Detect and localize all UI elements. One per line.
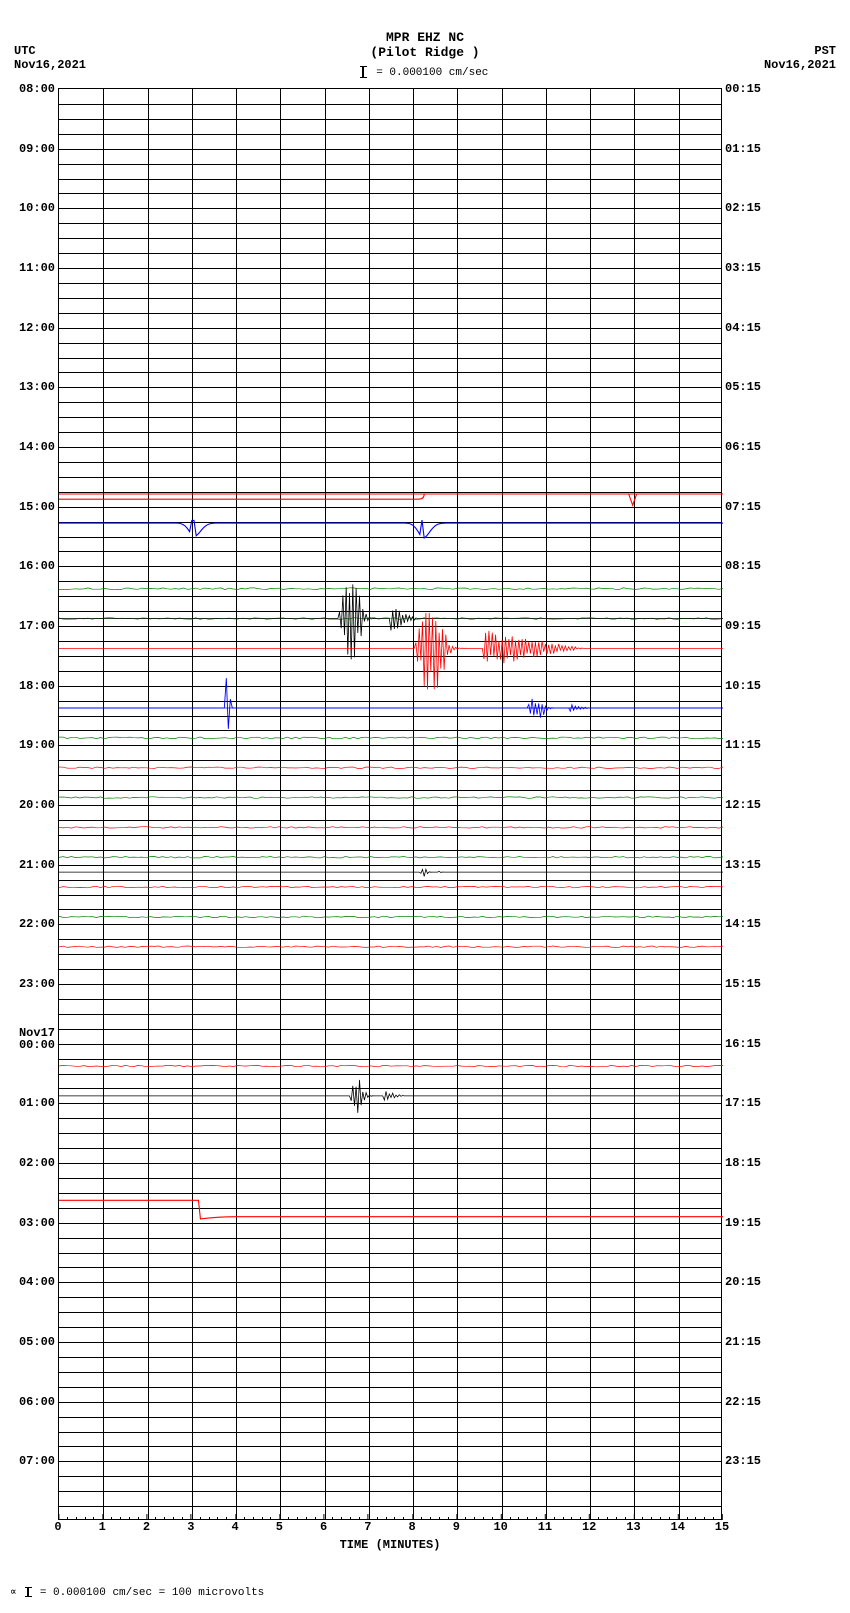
y-label-right: 21:15 — [725, 1335, 761, 1349]
chart-header: MPR EHZ NC (Pilot Ridge ) — [0, 30, 850, 60]
footer-text: = 0.000100 cm/sec = 100 microvolts — [40, 1587, 264, 1599]
y-label-right: 15:15 — [725, 977, 761, 991]
timezone-left: UTC Nov16,2021 — [14, 44, 86, 72]
y-label-right: 14:15 — [725, 917, 761, 931]
x-tick: 8 — [409, 1520, 416, 1534]
y-label-right: 01:15 — [725, 142, 761, 156]
station-id: MPR EHZ NC — [0, 30, 850, 45]
x-tick: 9 — [453, 1520, 460, 1534]
y-label-right: 17:15 — [725, 1096, 761, 1110]
x-axis: TIME (MINUTES) 0123456789101112131415 — [58, 1520, 722, 1560]
timezone-right: PST Nov16,2021 — [764, 44, 836, 72]
y-label-left: 09:00 — [19, 142, 55, 156]
x-tick: 6 — [320, 1520, 327, 1534]
x-tick: 2 — [143, 1520, 150, 1534]
y-label-right: 05:15 — [725, 380, 761, 394]
y-label-left: 08:00 — [19, 82, 55, 96]
y-label-left: 11:00 — [19, 261, 55, 275]
x-tick: 12 — [582, 1520, 596, 1534]
scale-bar-icon — [362, 66, 364, 78]
x-tick: 10 — [493, 1520, 507, 1534]
y-label-right: 04:15 — [725, 321, 761, 335]
y-label-right: 20:15 — [725, 1275, 761, 1289]
y-label-right: 09:15 — [725, 619, 761, 633]
y-label-left: 10:00 — [19, 201, 55, 215]
y-label-left: 15:00 — [19, 500, 55, 514]
footer-prefix: ∝ — [10, 1587, 17, 1599]
y-label-left: 19:00 — [19, 738, 55, 752]
x-tick: 4 — [231, 1520, 238, 1534]
y-label-right: 23:15 — [725, 1454, 761, 1468]
y-label-left: 23:00 — [19, 977, 55, 991]
y-label-right: 22:15 — [725, 1395, 761, 1409]
x-tick: 0 — [54, 1520, 61, 1534]
x-tick: 11 — [538, 1520, 552, 1534]
x-tick: 5 — [276, 1520, 283, 1534]
y-label-right: 00:15 — [725, 82, 761, 96]
y-label-left: 13:00 — [19, 380, 55, 394]
tz-left-label: UTC — [14, 44, 86, 58]
helicorder-plot: 08:0009:0010:0011:0012:0013:0014:0015:00… — [58, 88, 722, 1520]
y-label-left: 18:00 — [19, 679, 55, 693]
y-label-left: 12:00 — [19, 321, 55, 335]
x-tick: 1 — [99, 1520, 106, 1534]
x-axis-title: TIME (MINUTES) — [58, 1538, 722, 1552]
y-label-left: 21:00 — [19, 858, 55, 872]
y-label-right: 03:15 — [725, 261, 761, 275]
y-label-left: 05:00 — [19, 1335, 55, 1349]
x-tick: 7 — [364, 1520, 371, 1534]
y-label-left: 04:00 — [19, 1275, 55, 1289]
seismic-traces — [59, 89, 721, 1519]
y-label-right: 02:15 — [725, 201, 761, 215]
y-label-left: 14:00 — [19, 440, 55, 454]
y-label-left: 07:00 — [19, 1454, 55, 1468]
x-tick: 13 — [626, 1520, 640, 1534]
y-label-left: 20:00 — [19, 798, 55, 812]
y-label-right: 11:15 — [725, 738, 761, 752]
tz-left-date: Nov16,2021 — [14, 58, 86, 72]
y-label-left: 16:00 — [19, 559, 55, 573]
x-tick: 3 — [187, 1520, 194, 1534]
y-label-left: 17:00 — [19, 619, 55, 633]
y-label-left: 01:00 — [19, 1096, 55, 1110]
y-label-left: Nov1700:00 — [19, 1027, 55, 1051]
y-label-right: 18:15 — [725, 1156, 761, 1170]
y-label-left: 03:00 — [19, 1216, 55, 1230]
y-label-right: 10:15 — [725, 679, 761, 693]
y-label-right: 06:15 — [725, 440, 761, 454]
y-label-right: 19:15 — [725, 1216, 761, 1230]
scale-indicator: = 0.000100 cm/sec — [0, 66, 850, 79]
y-label-left: 02:00 — [19, 1156, 55, 1170]
x-tick: 14 — [671, 1520, 685, 1534]
station-name: (Pilot Ridge ) — [0, 45, 850, 60]
y-label-right: 12:15 — [725, 798, 761, 812]
y-label-left: 06:00 — [19, 1395, 55, 1409]
x-tick: 15 — [715, 1520, 729, 1534]
scale-text: = 0.000100 cm/sec — [376, 67, 488, 79]
footer-scale: ∝ = 0.000100 cm/sec = 100 microvolts — [10, 1585, 264, 1599]
y-label-right: 08:15 — [725, 559, 761, 573]
tz-right-label: PST — [764, 44, 836, 58]
y-label-left: 22:00 — [19, 917, 55, 931]
y-label-right: 07:15 — [725, 500, 761, 514]
tz-right-date: Nov16,2021 — [764, 58, 836, 72]
footer-scale-bar-icon — [27, 1587, 29, 1597]
y-label-right: 13:15 — [725, 858, 761, 872]
y-label-right: 16:15 — [725, 1037, 761, 1051]
